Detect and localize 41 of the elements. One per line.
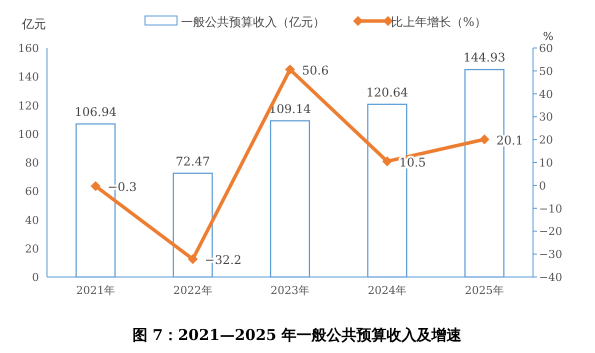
- data-label: 109.14: [269, 102, 312, 116]
- y2-tick-label: 10: [539, 156, 553, 170]
- y-tick-label: 80: [25, 156, 39, 170]
- x-tick-label: 2022年: [173, 284, 212, 297]
- data-label: 50.6: [302, 64, 329, 78]
- x-tick-label: 2021年: [76, 284, 116, 297]
- x-tick-label: 2025年: [464, 284, 504, 297]
- y2-tick-label: −20: [539, 225, 562, 238]
- y-axis-title: 亿元: [21, 17, 46, 31]
- y-tick-label: 40: [25, 214, 39, 227]
- point: [90, 181, 101, 192]
- data-label: 120.64: [366, 85, 409, 100]
- y2-tick-label: −10: [539, 202, 562, 216]
- point: [479, 134, 490, 144]
- y-tick-label: 120: [18, 99, 39, 112]
- y2-tick-label: 0: [539, 179, 546, 192]
- y-tick-label: 100: [18, 128, 39, 141]
- y-tick-label: 0: [32, 271, 39, 284]
- y2-axis-title: %: [543, 30, 554, 43]
- y2-tick-label: 30: [539, 110, 553, 124]
- legend-label: 比上年增长（%）: [391, 15, 486, 29]
- x-tick-label: 2023年: [270, 284, 310, 297]
- y-tick-label: 160: [18, 42, 39, 55]
- x-tick-label: 2024年: [368, 284, 407, 297]
- y2-tick-label: −30: [539, 248, 562, 262]
- y-tick-label: 60: [25, 185, 39, 198]
- y2-tick-label: −40: [539, 271, 562, 284]
- point: [382, 156, 392, 166]
- point: [188, 254, 198, 264]
- point: [285, 64, 295, 75]
- y2-tick-label: 50: [539, 64, 553, 78]
- y-tick-label: 20: [25, 242, 39, 256]
- y2-tick-label: 20: [539, 134, 553, 147]
- legend-label: 一般公共预算收入（亿元）: [181, 15, 325, 29]
- data-label: 144.93: [463, 50, 506, 65]
- y2-tick-label: 40: [539, 88, 553, 101]
- y2-tick-label: 60: [539, 42, 553, 55]
- data-label: 72.47: [176, 154, 210, 168]
- data-label: 106.94: [74, 104, 117, 119]
- y-tick-label: 140: [18, 70, 39, 84]
- text: 图 7：2021—2025 年一般公共预算收入及增速: [132, 326, 463, 344]
